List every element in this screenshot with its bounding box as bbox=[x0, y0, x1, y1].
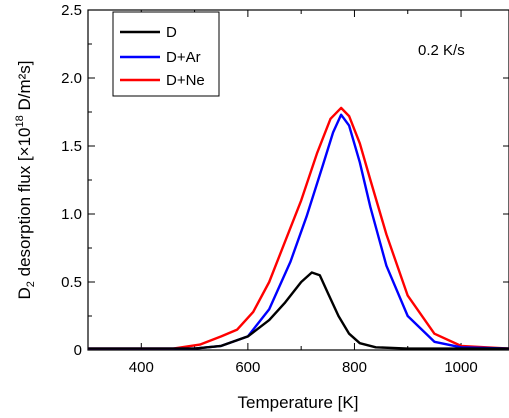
x-tick-label: 800 bbox=[342, 359, 367, 376]
legend: D D+Ar D+Ne bbox=[112, 11, 220, 97]
x-tick-label: 600 bbox=[235, 359, 260, 376]
series-layer bbox=[88, 106, 509, 350]
series-line-d-ar bbox=[88, 113, 509, 350]
y-axis-title-prefix: D bbox=[15, 287, 34, 299]
y-tick-label: 1.0 bbox=[61, 206, 82, 223]
series-line-d-ne bbox=[88, 106, 509, 350]
y-tick-label: 0.5 bbox=[61, 274, 82, 291]
y-tick-label: 2.5 bbox=[61, 2, 82, 19]
y-axis-title-superscript: 18 bbox=[14, 115, 26, 127]
y-axis-title: D2 desorption flux [×1018 D/m²s] bbox=[14, 60, 37, 299]
y-tick-label: 0 bbox=[74, 342, 82, 359]
x-tick-label: 1000 bbox=[444, 359, 477, 376]
series-line-d bbox=[88, 271, 509, 350]
legend-label-d: D bbox=[166, 24, 177, 41]
y-axis-title-suffix: D/m²s] bbox=[15, 60, 34, 115]
legend-label-d-ar: D+Ar bbox=[166, 49, 201, 66]
y-tick-label: 2.0 bbox=[61, 70, 82, 87]
x-axis-title: Temperature [K] bbox=[238, 393, 359, 412]
x-tick-label: 400 bbox=[129, 359, 154, 376]
heating-rate-annotation: 0.2 K/s bbox=[418, 42, 465, 59]
legend-label-d-ne: D+Ne bbox=[166, 72, 205, 89]
y-axis-title-mid: desorption flux [×10 bbox=[15, 128, 34, 282]
y-tick-label: 1.5 bbox=[61, 138, 82, 155]
y-axis-title-subscript: 2 bbox=[25, 281, 37, 287]
tick-labels: 400 600 800 1000 0 0.5 1.0 1.5 2.0 2.5 bbox=[61, 2, 478, 376]
legend-box bbox=[112, 11, 220, 97]
